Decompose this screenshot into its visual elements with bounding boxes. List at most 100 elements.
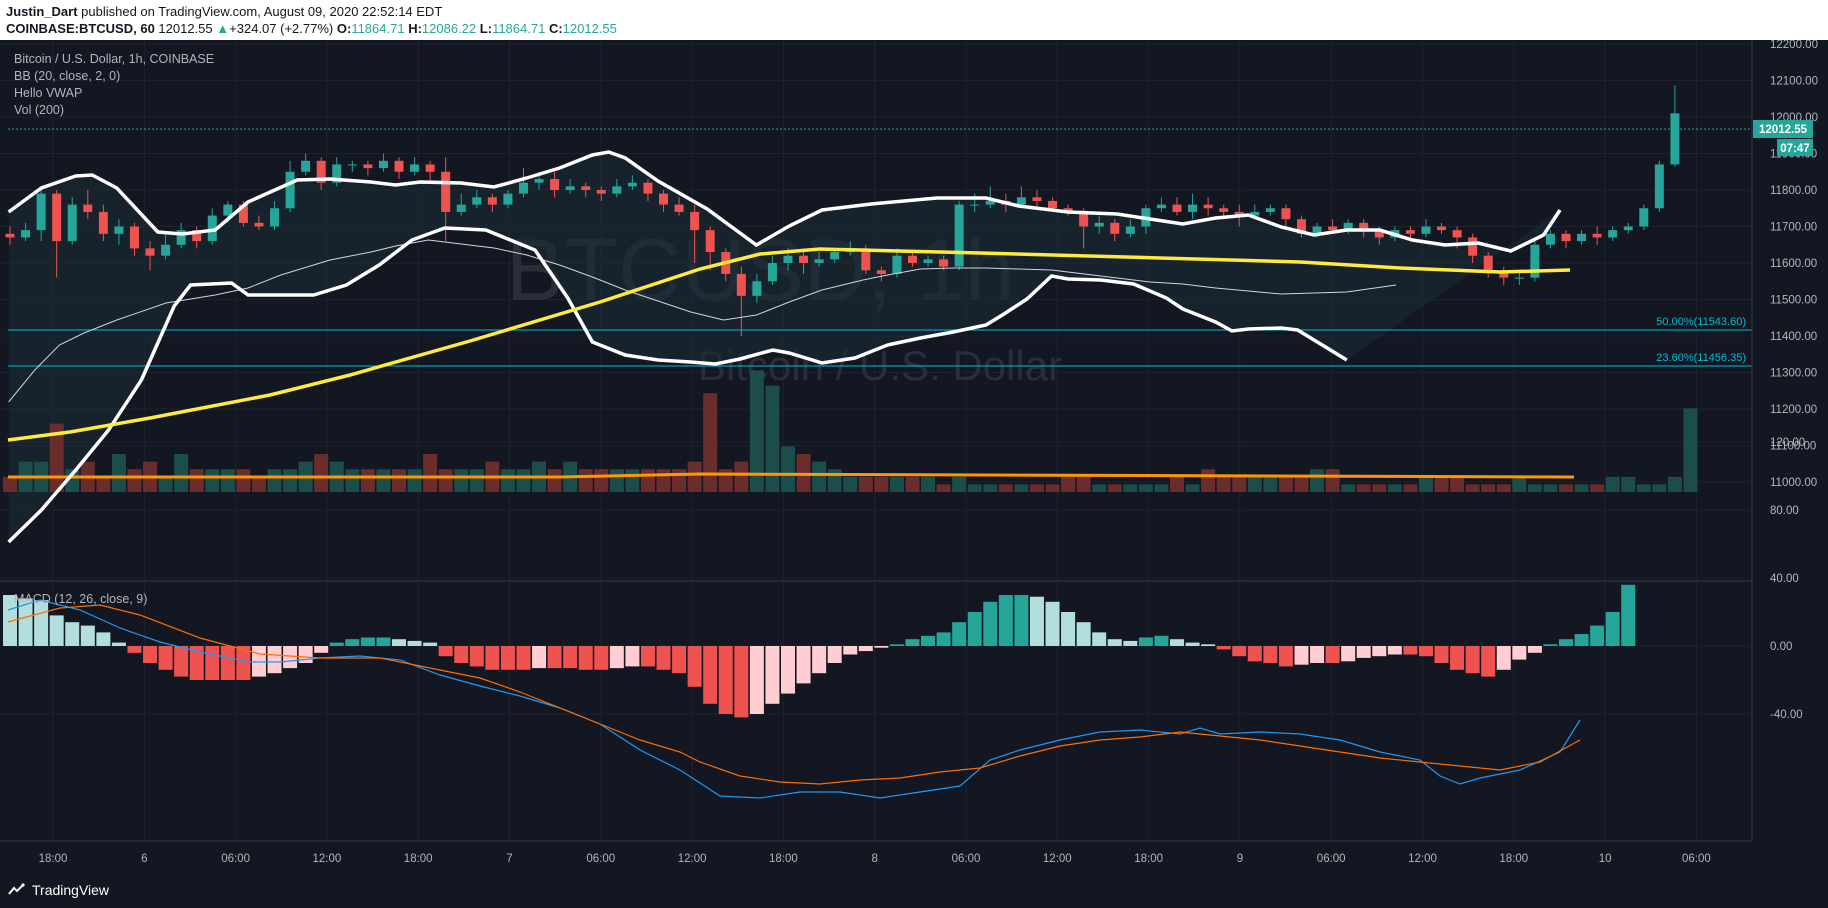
volume-bar: [1496, 484, 1511, 492]
candle-body: [1530, 244, 1540, 278]
candle-body: [145, 248, 155, 256]
macd-histogram-bar: [174, 646, 189, 677]
volume-bar: [1652, 484, 1667, 492]
legend-vwap[interactable]: Hello VWAP: [14, 86, 83, 100]
macd-histogram-bar: [1310, 646, 1325, 663]
candle-body: [565, 186, 575, 190]
macd-histogram-bar: [718, 646, 733, 714]
volume-bar: [1605, 476, 1620, 492]
candle-body: [985, 200, 995, 205]
countdown-badge: [1777, 139, 1813, 156]
macd-histogram-bar: [500, 646, 515, 670]
candle-body: [814, 259, 824, 263]
volume-bar: [625, 469, 640, 492]
volume-bar: [672, 469, 687, 492]
macd-histogram-bar: [952, 622, 967, 646]
candle-body: [285, 171, 295, 209]
volume-bar: [905, 476, 920, 492]
macd-histogram-bar: [1123, 640, 1138, 646]
candle-body: [1421, 226, 1431, 234]
candle-body: [36, 193, 46, 231]
volume-bar: [749, 370, 764, 492]
axes[interactable]: 12200.0012100.0012000.0011900.0011800.00…: [0, 39, 1818, 865]
candle-body: [5, 233, 15, 238]
author-name[interactable]: Justin_Dart: [6, 4, 78, 19]
macd-histogram-bar: [205, 646, 220, 680]
price-axis-label: 11100.00: [1770, 441, 1816, 453]
price-axis-label: 11300.00: [1770, 368, 1817, 380]
price-axis-label: 12100.00: [1770, 76, 1818, 88]
macd-histogram-bar: [189, 646, 204, 680]
symbol-label: COINBASE:BTCUSD, 60: [6, 21, 155, 36]
volume-bar: [921, 476, 936, 492]
volume-bar: [345, 469, 360, 492]
macd-histogram-bar: [703, 646, 718, 704]
candle-body: [1172, 204, 1182, 212]
candle-body: [223, 204, 233, 216]
volume-bar: [1045, 484, 1060, 492]
macd-histogram-bar: [1574, 634, 1589, 646]
macd-histogram-bar: [345, 639, 360, 646]
candle-body: [1405, 230, 1415, 234]
volume-bar: [469, 469, 484, 492]
volume-bar: [812, 461, 827, 492]
macd-signal-line: [7, 604, 1581, 785]
macd-histogram-bar: [143, 646, 158, 663]
time-axis-label: 12:00: [678, 853, 707, 865]
candle-body: [1577, 233, 1587, 242]
candle-body: [487, 197, 497, 205]
macd-histogram-bar: [967, 612, 982, 646]
macd-histogram-bar: [812, 646, 827, 674]
candle-body: [1281, 208, 1291, 220]
volume-bar: [283, 469, 298, 492]
volume-bar: [703, 393, 718, 492]
publish-line: Justin_Dart published on TradingView.com…: [6, 4, 442, 19]
close-value: 12012.55: [562, 21, 617, 36]
macd-histogram-bar: [640, 646, 655, 667]
macd-histogram-bar: [376, 637, 391, 646]
candle-body: [1203, 204, 1213, 209]
candle-body: [1328, 226, 1338, 231]
volume-bar: [376, 469, 391, 492]
macd-axis-label: 40.00: [1770, 573, 1799, 585]
volume-bar: [765, 385, 780, 492]
volume-bar: [1559, 484, 1573, 492]
legend-macd[interactable]: MACD (12, 26, close, 9): [14, 592, 148, 606]
macd-histogram-bar: [1621, 584, 1636, 646]
chart-canvas[interactable]: BTCUSD, 1h Bitcoin / U.S. Dollar 50.00%(…: [0, 39, 1828, 885]
legend-title[interactable]: Bitcoin / U.S. Dollar, 1h, COINBASE: [14, 52, 215, 66]
tradingview-icon: [8, 883, 25, 895]
macd-histogram-bar: [578, 646, 593, 670]
candle-body: [612, 186, 622, 194]
candle-body: [1452, 230, 1462, 238]
macd-histogram-bar: [1076, 622, 1091, 646]
macd-histogram-bar: [781, 646, 795, 694]
chart-area[interactable]: BTCUSD, 1h Bitcoin / U.S. Dollar 50.00%(…: [0, 39, 1828, 885]
candle-body: [456, 204, 466, 212]
legend-vol[interactable]: Vol (200): [14, 103, 65, 117]
low-value: 11864.71: [492, 21, 546, 36]
candle-body: [1312, 226, 1322, 234]
volume-bar: [267, 469, 282, 492]
volume-bar: [1465, 484, 1480, 492]
macd-histogram-bar: [392, 639, 406, 646]
macd-histogram-bar: [158, 646, 173, 670]
macd-histogram-bar: [314, 646, 329, 653]
legend-bb[interactable]: BB (20, close, 2, 0): [14, 69, 121, 83]
macd-histogram-bar: [1061, 612, 1076, 646]
macd-histogram-bar: [1465, 646, 1480, 674]
macd-pane[interactable]: [0, 581, 1752, 881]
tradingview-logo[interactable]: TradingView: [8, 882, 109, 898]
macd-histogram-bar: [485, 646, 500, 670]
macd-line: [7, 599, 1581, 799]
macd-histogram-bar: [1496, 646, 1511, 670]
candle-body: [83, 204, 93, 212]
fib-label-23-6: 23.60%(11456.35): [1656, 352, 1746, 364]
volume-bar: [781, 446, 795, 492]
candle-body: [581, 186, 591, 190]
time-axis-label: 18:00: [769, 853, 798, 865]
macd-axis-label: -40.00: [1770, 709, 1803, 721]
candle-body: [861, 248, 871, 271]
candle-body: [830, 252, 840, 260]
volume-bar: [1294, 476, 1309, 492]
